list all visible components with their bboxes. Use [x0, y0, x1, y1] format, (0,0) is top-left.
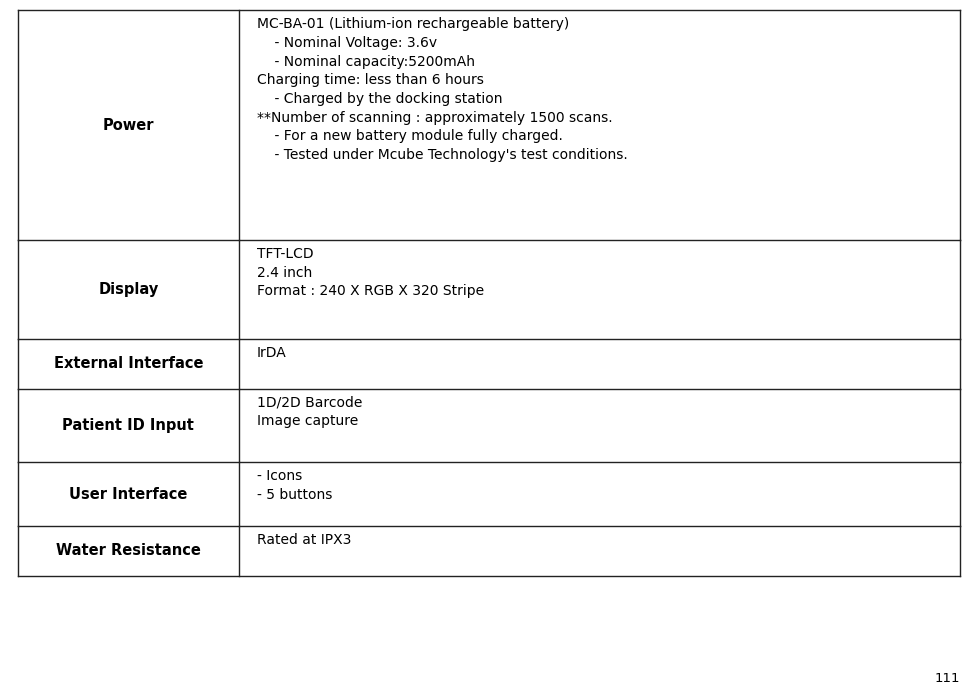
- Text: Patient ID Input: Patient ID Input: [63, 418, 194, 433]
- Text: IrDA: IrDA: [257, 346, 286, 360]
- Text: MC-BA-01 (Lithium-ion rechargeable battery)
    - Nominal Voltage: 3.6v
    - No: MC-BA-01 (Lithium-ion rechargeable batte…: [257, 17, 627, 162]
- Text: Power: Power: [103, 118, 154, 133]
- Text: Display: Display: [98, 282, 158, 297]
- Text: 1D/2D Barcode
Image capture: 1D/2D Barcode Image capture: [257, 396, 361, 429]
- Text: 111: 111: [934, 672, 959, 685]
- Text: Rated at IPX3: Rated at IPX3: [257, 533, 351, 547]
- Text: External Interface: External Interface: [54, 357, 203, 371]
- Text: Water Resistance: Water Resistance: [56, 544, 200, 558]
- Text: TFT-LCD
2.4 inch
Format : 240 X RGB X 320 Stripe: TFT-LCD 2.4 inch Format : 240 X RGB X 32…: [257, 247, 484, 299]
- Text: - Icons
- 5 buttons: - Icons - 5 buttons: [257, 469, 332, 502]
- Text: User Interface: User Interface: [69, 487, 188, 502]
